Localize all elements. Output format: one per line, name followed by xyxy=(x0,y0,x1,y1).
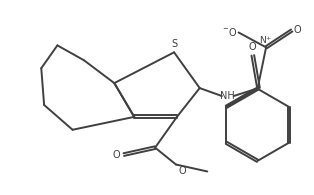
Text: $^{-}$O: $^{-}$O xyxy=(222,27,237,38)
Text: NH: NH xyxy=(220,91,235,101)
Text: S: S xyxy=(171,39,177,49)
Text: N$^{+}$: N$^{+}$ xyxy=(259,34,273,46)
Text: O: O xyxy=(293,26,301,35)
Text: O: O xyxy=(113,150,120,160)
Text: O: O xyxy=(178,166,186,176)
Text: O: O xyxy=(249,42,257,52)
